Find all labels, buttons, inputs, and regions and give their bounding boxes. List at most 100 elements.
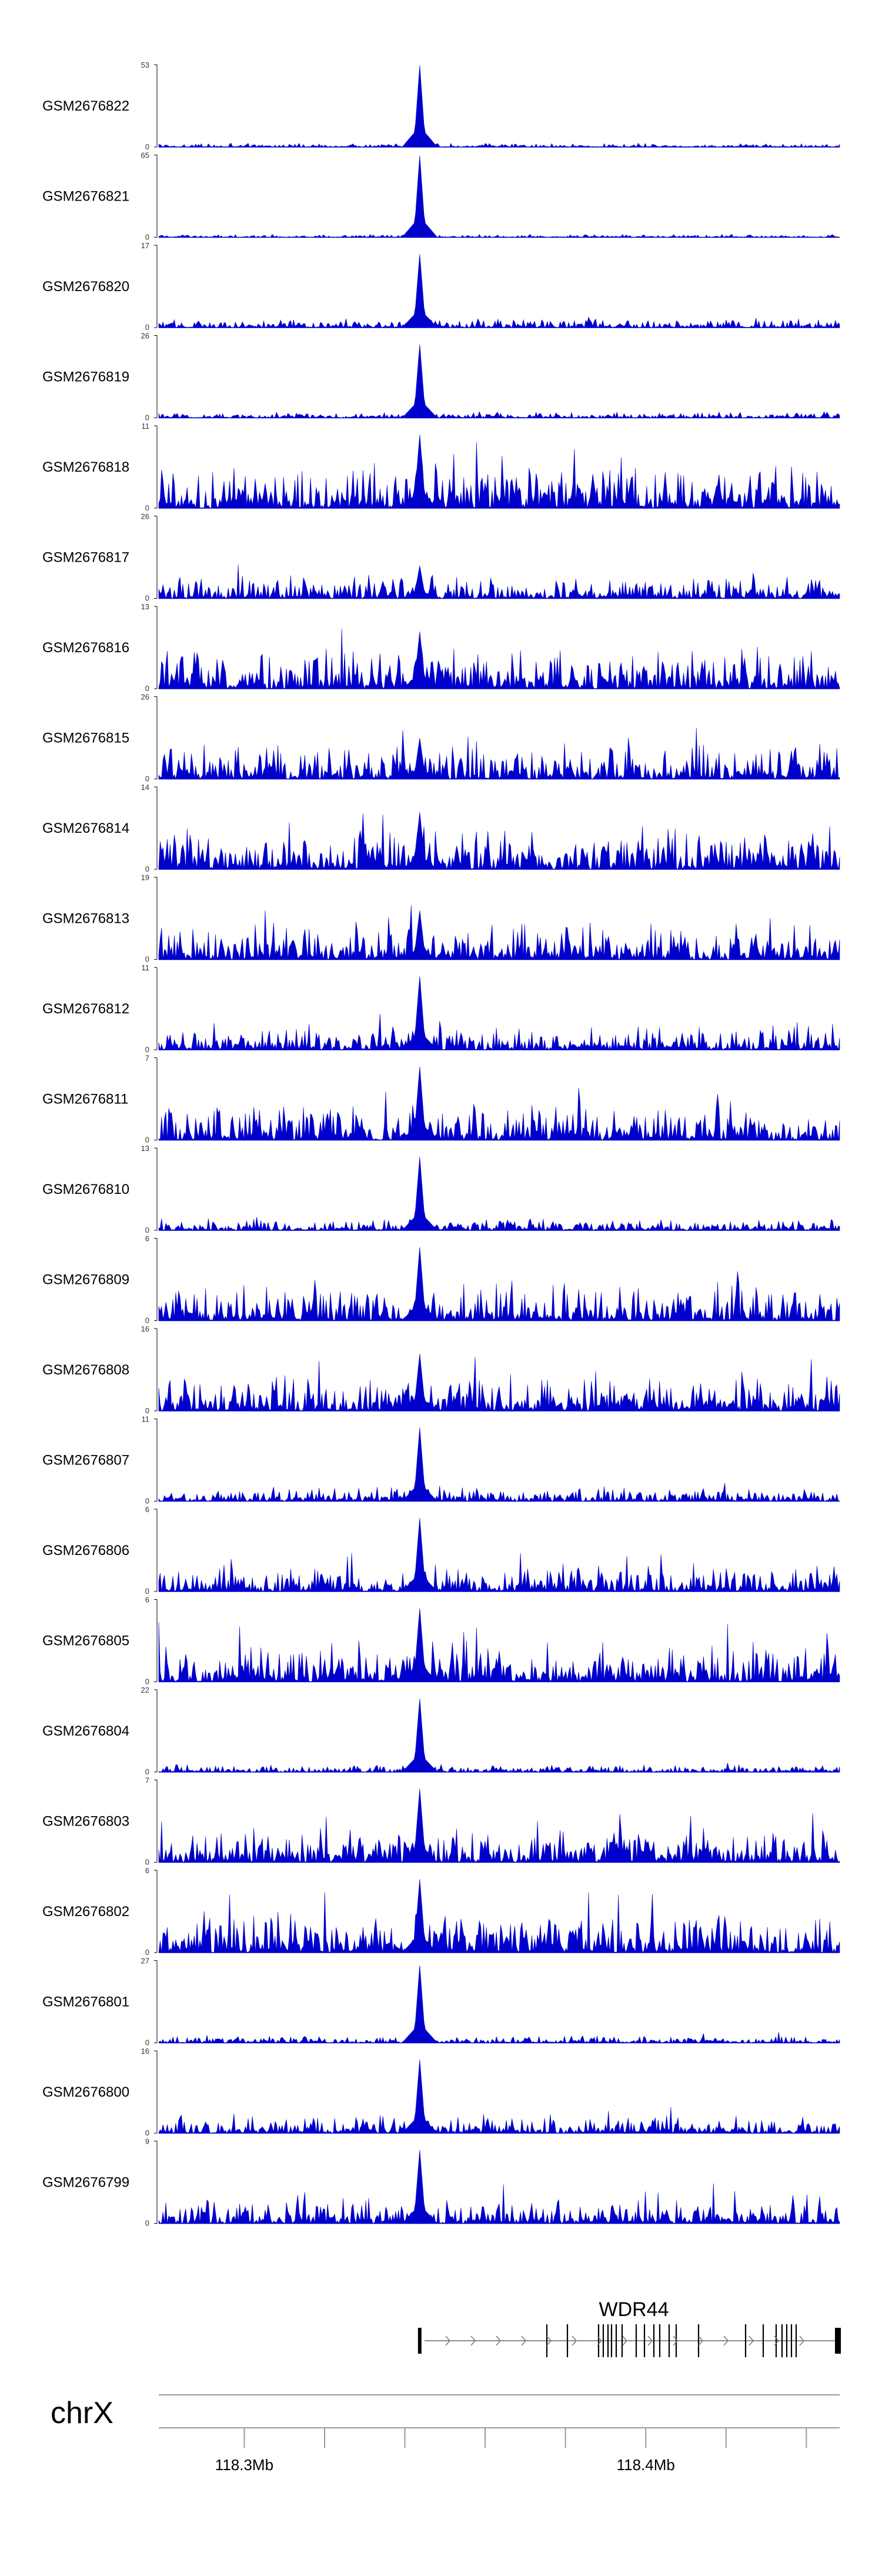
strand-arrow (749, 2335, 754, 2346)
gene-track: WDR44 (417, 2298, 841, 2357)
coverage-area (158, 1788, 840, 1863)
track-label: GSM2676809 (42, 1272, 129, 1288)
gene-name-label: WDR44 (599, 2298, 669, 2321)
track-label: GSM2676813 (42, 911, 129, 927)
y-max-label: 11 (142, 963, 150, 972)
coverage-area (158, 1608, 840, 1683)
y-min-label: 0 (145, 2219, 149, 2228)
y-max-label: 16 (141, 1324, 149, 1333)
track-label: GSM2676801 (42, 1994, 129, 2010)
track-label: GSM2676814 (42, 820, 129, 836)
gene-exons (417, 2324, 841, 2357)
y-min-label: 0 (145, 1406, 149, 1415)
track-label: GSM2676818 (42, 459, 129, 475)
gene-start-cap (417, 2328, 422, 2354)
track-label: GSM2676811 (42, 1092, 128, 1107)
y-min-label: 0 (145, 2128, 149, 2137)
track-GSM2676809: GSM2676809 6 0 (42, 1234, 840, 1325)
coverage-area (158, 2150, 840, 2224)
coverage-area (158, 1157, 840, 1232)
coverage-area (158, 1965, 840, 2044)
y-min-label: 0 (145, 1677, 149, 1686)
y-max-label: 14 (141, 783, 149, 792)
track-GSM2676822: GSM2676822 53 0 (42, 61, 840, 151)
track-GSM2676805: GSM2676805 6 0 (42, 1596, 840, 1686)
strand-arrow (546, 2335, 552, 2346)
y-min-label: 0 (145, 1045, 149, 1054)
y-max-label: 6 (145, 1505, 149, 1514)
y-max-label: 65 (141, 151, 149, 160)
strand-arrow (521, 2335, 526, 2346)
strand-arrow (572, 2335, 577, 2346)
coverage-area (158, 1518, 840, 1593)
y-max-label: 6 (145, 1866, 149, 1875)
coverage-area (158, 344, 840, 419)
y-min-label: 0 (145, 1226, 149, 1234)
track-GSM2676811: GSM2676811 7 0 (42, 1054, 840, 1144)
y-max-label: 6 (145, 1234, 149, 1243)
track-label: GSM2676799 (42, 2175, 129, 2191)
y-max-label: 26 (141, 512, 149, 521)
y-max-label: 6 (145, 1596, 149, 1604)
y-min-label: 0 (145, 323, 149, 332)
axis-ticks: 118.3Mb 118.4Mb (215, 2428, 807, 2474)
strand-arrow (799, 2335, 804, 2346)
track-GSM2676801: GSM2676801 27 0 (42, 1957, 840, 2047)
y-min-label: 0 (145, 1136, 149, 1144)
coverage-area (158, 629, 840, 689)
track-GSM2676810: GSM2676810 13 0 (42, 1144, 840, 1234)
y-max-label: 11 (142, 422, 150, 431)
y-min-label: 0 (145, 955, 149, 964)
track-label: GSM2676816 (42, 640, 129, 656)
strand-arrow (470, 2335, 476, 2346)
y-min-label: 0 (145, 1587, 149, 1596)
track-label: GSM2676807 (42, 1453, 129, 1469)
coverage-area (158, 1066, 840, 1141)
y-min-label: 0 (145, 865, 149, 873)
track-label: GSM2676820 (42, 279, 129, 295)
y-min-label: 0 (145, 1858, 149, 1867)
track-label: GSM2676812 (42, 1001, 129, 1017)
track-GSM2676800: GSM2676800 16 0 (42, 2047, 840, 2137)
axis-tick-label: 118.3Mb (215, 2456, 273, 2474)
y-max-label: 53 (141, 61, 149, 69)
track-label: GSM2676822 (42, 98, 129, 114)
y-min-label: 0 (145, 775, 149, 783)
coverage-area (158, 1353, 840, 1412)
track-label: GSM2676800 (42, 2084, 129, 2100)
chromosome-axis: chrX 118.3Mb 118.4Mb (51, 2394, 840, 2474)
coverage-area (158, 728, 840, 780)
track-GSM2676818: GSM2676818 11 0 (42, 422, 840, 512)
track-GSM2676815: GSM2676815 26 0 (42, 693, 840, 783)
strand-arrow (698, 2335, 703, 2346)
track-label: GSM2676804 (42, 1723, 129, 1739)
strand-arrow (445, 2335, 450, 2346)
track-GSM2676817: GSM2676817 26 0 (42, 512, 840, 603)
coverage-area (158, 1699, 840, 1773)
y-min-label: 0 (145, 413, 149, 422)
track-GSM2676802: GSM2676802 6 0 (42, 1866, 840, 1957)
coverage-area (158, 1879, 840, 1953)
track-label: GSM2676821 (42, 189, 129, 205)
y-max-label: 22 (141, 1686, 149, 1694)
y-min-label: 0 (145, 594, 149, 603)
track-label: GSM2676806 (42, 1543, 129, 1559)
strand-arrow (597, 2335, 602, 2346)
track-label: GSM2676802 (42, 1904, 129, 1920)
y-max-label: 13 (141, 602, 149, 611)
y-max-label: 11 (142, 1415, 150, 1424)
track-GSM2676821: GSM2676821 65 0 (42, 151, 840, 242)
coverage-area (158, 1247, 840, 1321)
coverage-area (158, 65, 840, 148)
y-min-label: 0 (145, 2038, 149, 2047)
chromosome-label: chrX (51, 2396, 113, 2430)
coverage-area (158, 1427, 840, 1502)
y-max-label: 9 (145, 2137, 149, 2146)
coverage-area (158, 976, 840, 1051)
y-min-label: 0 (145, 684, 149, 693)
track-GSM2676814: GSM2676814 14 0 (42, 783, 840, 873)
track-label: GSM2676808 (42, 1362, 129, 1378)
track-GSM2676812: GSM2676812 11 0 (42, 963, 840, 1054)
y-max-label: 26 (141, 332, 149, 341)
strand-arrow (673, 2335, 678, 2346)
